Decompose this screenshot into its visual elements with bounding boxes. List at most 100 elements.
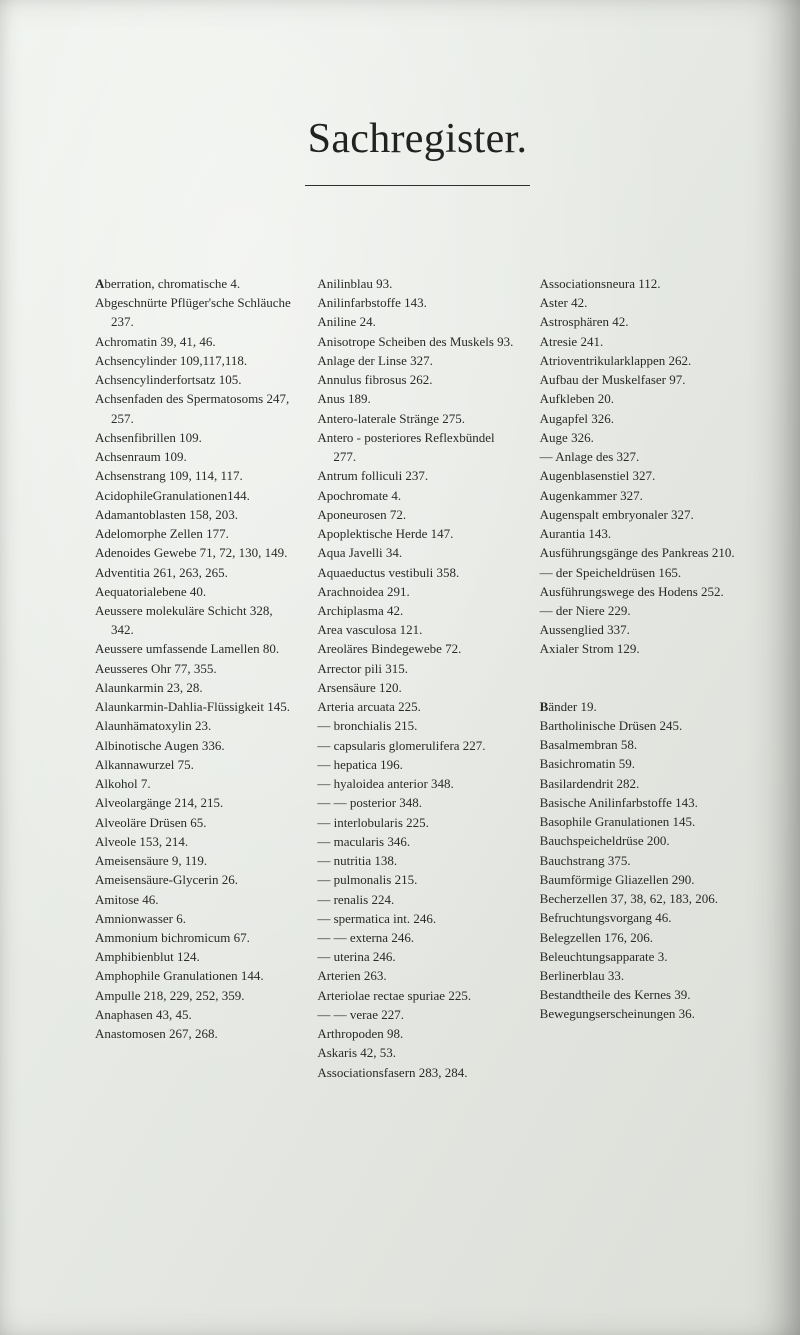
index-entry: Ammonium bichromicum 67. xyxy=(95,928,295,947)
index-entry: Augenspalt embryonaler 327. xyxy=(540,505,740,524)
index-entry: — bronchialis 215. xyxy=(317,716,517,735)
index-entry: Berlinerblau 33. xyxy=(540,966,740,985)
index-entry: Achsenraum 109. xyxy=(95,447,295,466)
lead-letter: A xyxy=(95,276,104,291)
index-entry: — macularis 346. xyxy=(317,832,517,851)
index-entry: Auge 326. xyxy=(540,428,740,447)
index-entry: Amphophile Granulationen 144. xyxy=(95,966,295,985)
index-entry: Bewegungserscheinungen 36. xyxy=(540,1004,740,1023)
index-entry: Anus 189. xyxy=(317,389,517,408)
index-entry: Basische Anilinfarbstoffe 143. xyxy=(540,793,740,812)
index-entry: Amnionwasser 6. xyxy=(95,909,295,928)
lead-letter: B xyxy=(540,699,549,714)
index-entry: Basophile Granulationen 145. xyxy=(540,812,740,831)
index-entry: Augenkammer 327. xyxy=(540,486,740,505)
index-entry: Aeussere molekuläre Schicht 328, 342. xyxy=(95,601,295,639)
index-entry: — hyaloidea anterior 348. xyxy=(317,774,517,793)
index-column-1: Aberration, chromatische 4.Abgeschnürte … xyxy=(95,274,295,1082)
index-entry: Associationsneura 112. xyxy=(540,274,740,293)
index-entry: Achsencylinder 109,117,118. xyxy=(95,351,295,370)
scanned-page: Sachregister. Aberration, chromatische 4… xyxy=(0,0,800,1335)
index-entry: Achsencylinderfortsatz 105. xyxy=(95,370,295,389)
index-entry: Augapfel 326. xyxy=(540,409,740,428)
index-entry: Ausführungsgänge des Pankreas 210. xyxy=(540,543,740,562)
index-entry: Anlage der Linse 327. xyxy=(317,351,517,370)
index-entry: — der Speicheldrüsen 165. xyxy=(540,563,740,582)
index-column-3: Associationsneura 112.Aster 42.Astrosphä… xyxy=(540,274,740,1082)
index-entry: Basalmembran 58. xyxy=(540,735,740,754)
index-entry: Bänder 19. xyxy=(540,697,740,716)
index-entry: Alaunkarmin-Dahlia-Flüssigkeit 145. xyxy=(95,697,295,716)
index-entry: Arteria arcuata 225. xyxy=(317,697,517,716)
index-entry: Augenblasenstiel 327. xyxy=(540,466,740,485)
index-entry: — — posterior 348. xyxy=(317,793,517,812)
index-entry: Beleuchtungsapparate 3. xyxy=(540,947,740,966)
index-entry: Alaunhämatoxylin 23. xyxy=(95,716,295,735)
index-entry: Antero - posteriores Reflexbündel 277. xyxy=(317,428,517,466)
index-entry: Bestandtheile des Kernes 39. xyxy=(540,985,740,1004)
index-entry: Aniline 24. xyxy=(317,312,517,331)
index-entry: Abgeschnürte Pflüger'sche Schläuche 237. xyxy=(95,293,295,331)
index-entry: Apochromate 4. xyxy=(317,486,517,505)
blank-line xyxy=(540,659,740,678)
index-column-2: Anilinblau 93.Anilinfarbstoffe 143.Anili… xyxy=(317,274,517,1082)
index-entry: Arthropoden 98. xyxy=(317,1024,517,1043)
index-entry: Amphibienblut 124. xyxy=(95,947,295,966)
index-entry: Befruchtungsvorgang 46. xyxy=(540,908,740,927)
index-entry: Astrosphären 42. xyxy=(540,312,740,331)
index-entry: Anaphasen 43, 45. xyxy=(95,1005,295,1024)
index-entry: Associationsfasern 283, 284. xyxy=(317,1063,517,1082)
index-entry: — renalis 224. xyxy=(317,890,517,909)
index-entry: Adelomorphe Zellen 177. xyxy=(95,524,295,543)
index-entry: Belegzellen 176, 206. xyxy=(540,928,740,947)
index-entry: Albinotische Augen 336. xyxy=(95,736,295,755)
index-entry: — spermatica int. 246. xyxy=(317,909,517,928)
index-entry: — Anlage des 327. xyxy=(540,447,740,466)
title-rule xyxy=(305,185,530,186)
index-entry: — interlobularis 225. xyxy=(317,813,517,832)
index-entry: Ampulle 218, 229, 252, 359. xyxy=(95,986,295,1005)
index-entry: Aurantia 143. xyxy=(540,524,740,543)
index-entry: Adenoides Gewebe 71, 72, 130, 149. xyxy=(95,543,295,562)
index-entry: Aufkleben 20. xyxy=(540,389,740,408)
index-entry: Achsenstrang 109, 114, 117. xyxy=(95,466,295,485)
index-entry: Alveoläre Drüsen 65. xyxy=(95,813,295,832)
index-entry: — der Niere 229. xyxy=(540,601,740,620)
index-entry: Anilinfarbstoffe 143. xyxy=(317,293,517,312)
index-entry: Alkohol 7. xyxy=(95,774,295,793)
index-entry: Arsensäure 120. xyxy=(317,678,517,697)
index-entry: Alkannawurzel 75. xyxy=(95,755,295,774)
index-entry: — — externa 246. xyxy=(317,928,517,947)
index-entry: — capsularis glomerulifera 227. xyxy=(317,736,517,755)
index-entry: Anilinblau 93. xyxy=(317,274,517,293)
index-entry: Aquaeductus vestibuli 358. xyxy=(317,563,517,582)
index-entry: Becherzellen 37, 38, 62, 183, 206. xyxy=(540,889,740,908)
page-title: Sachregister. xyxy=(95,115,740,163)
index-entry: Ameisensäure 9, 119. xyxy=(95,851,295,870)
index-entry: Areoläres Bindegewebe 72. xyxy=(317,639,517,658)
index-entry: Bauchstrang 375. xyxy=(540,851,740,870)
index-entry: Anastomosen 267, 268. xyxy=(95,1024,295,1043)
index-entry: Antrum folliculi 237. xyxy=(317,466,517,485)
index-entry: Adventitia 261, 263, 265. xyxy=(95,563,295,582)
index-entry: Arachnoidea 291. xyxy=(317,582,517,601)
index-entry: Aster 42. xyxy=(540,293,740,312)
index-entry: Achromatin 39, 41, 46. xyxy=(95,332,295,351)
index-entry: — uterina 246. xyxy=(317,947,517,966)
index-entry: — pulmonalis 215. xyxy=(317,870,517,889)
index-entry: Arterien 263. xyxy=(317,966,517,985)
index-columns: Aberration, chromatische 4.Abgeschnürte … xyxy=(95,274,740,1082)
index-entry: Aeusseres Ohr 77, 355. xyxy=(95,659,295,678)
index-entry: Aufbau der Muskelfaser 97. xyxy=(540,370,740,389)
index-entry: Bartholinische Drüsen 245. xyxy=(540,716,740,735)
index-entry: Alaunkarmin 23, 28. xyxy=(95,678,295,697)
index-entry: Aeussere umfassende Lamellen 80. xyxy=(95,639,295,658)
index-entry: Achsenfibrillen 109. xyxy=(95,428,295,447)
index-entry: Area vasculosa 121. xyxy=(317,620,517,639)
index-entry: Apoplektische Herde 147. xyxy=(317,524,517,543)
index-entry: Archiplasma 42. xyxy=(317,601,517,620)
index-entry: Atrioventrikularklappen 262. xyxy=(540,351,740,370)
index-entry: Aponeurosen 72. xyxy=(317,505,517,524)
index-entry: Achsenfaden des Spermatosoms 247, 257. xyxy=(95,389,295,427)
index-entry: Aussenglied 337. xyxy=(540,620,740,639)
